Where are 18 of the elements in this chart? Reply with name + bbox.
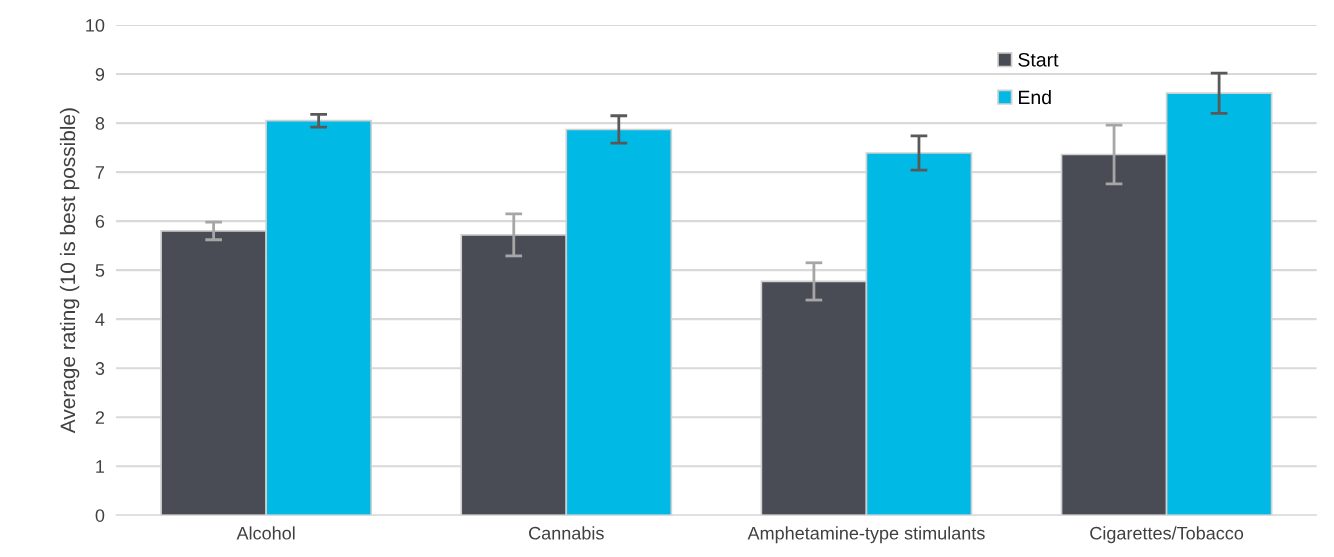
- y-tick-label: 8: [95, 117, 105, 130]
- x-tick-label: Cannabis: [529, 526, 604, 540]
- y-tick-label: 7: [95, 166, 105, 179]
- legend-label: End: [1019, 89, 1051, 105]
- y-tick-label: 5: [95, 264, 105, 277]
- y-tick-label: 2: [95, 411, 105, 424]
- y-tick-label: 1: [96, 460, 105, 473]
- x-tick-label: Cigarettes/Tobacco: [1090, 526, 1244, 544]
- y-tick-label: 6: [95, 215, 105, 228]
- y-tick-label: 3: [95, 362, 105, 375]
- y-tick-label: 10: [86, 19, 105, 32]
- y-tick-label: 0: [95, 509, 105, 522]
- legend-label: Start: [1018, 52, 1059, 67]
- x-tick-label: Amphetamine-type stimulants: [747, 526, 985, 544]
- y-tick-label: 9: [95, 68, 105, 81]
- y-axis-title: Average rating (10 is best possible): [59, 108, 80, 434]
- y-tick-label: 4: [95, 313, 105, 326]
- x-tick-label: Alcohol: [236, 526, 295, 540]
